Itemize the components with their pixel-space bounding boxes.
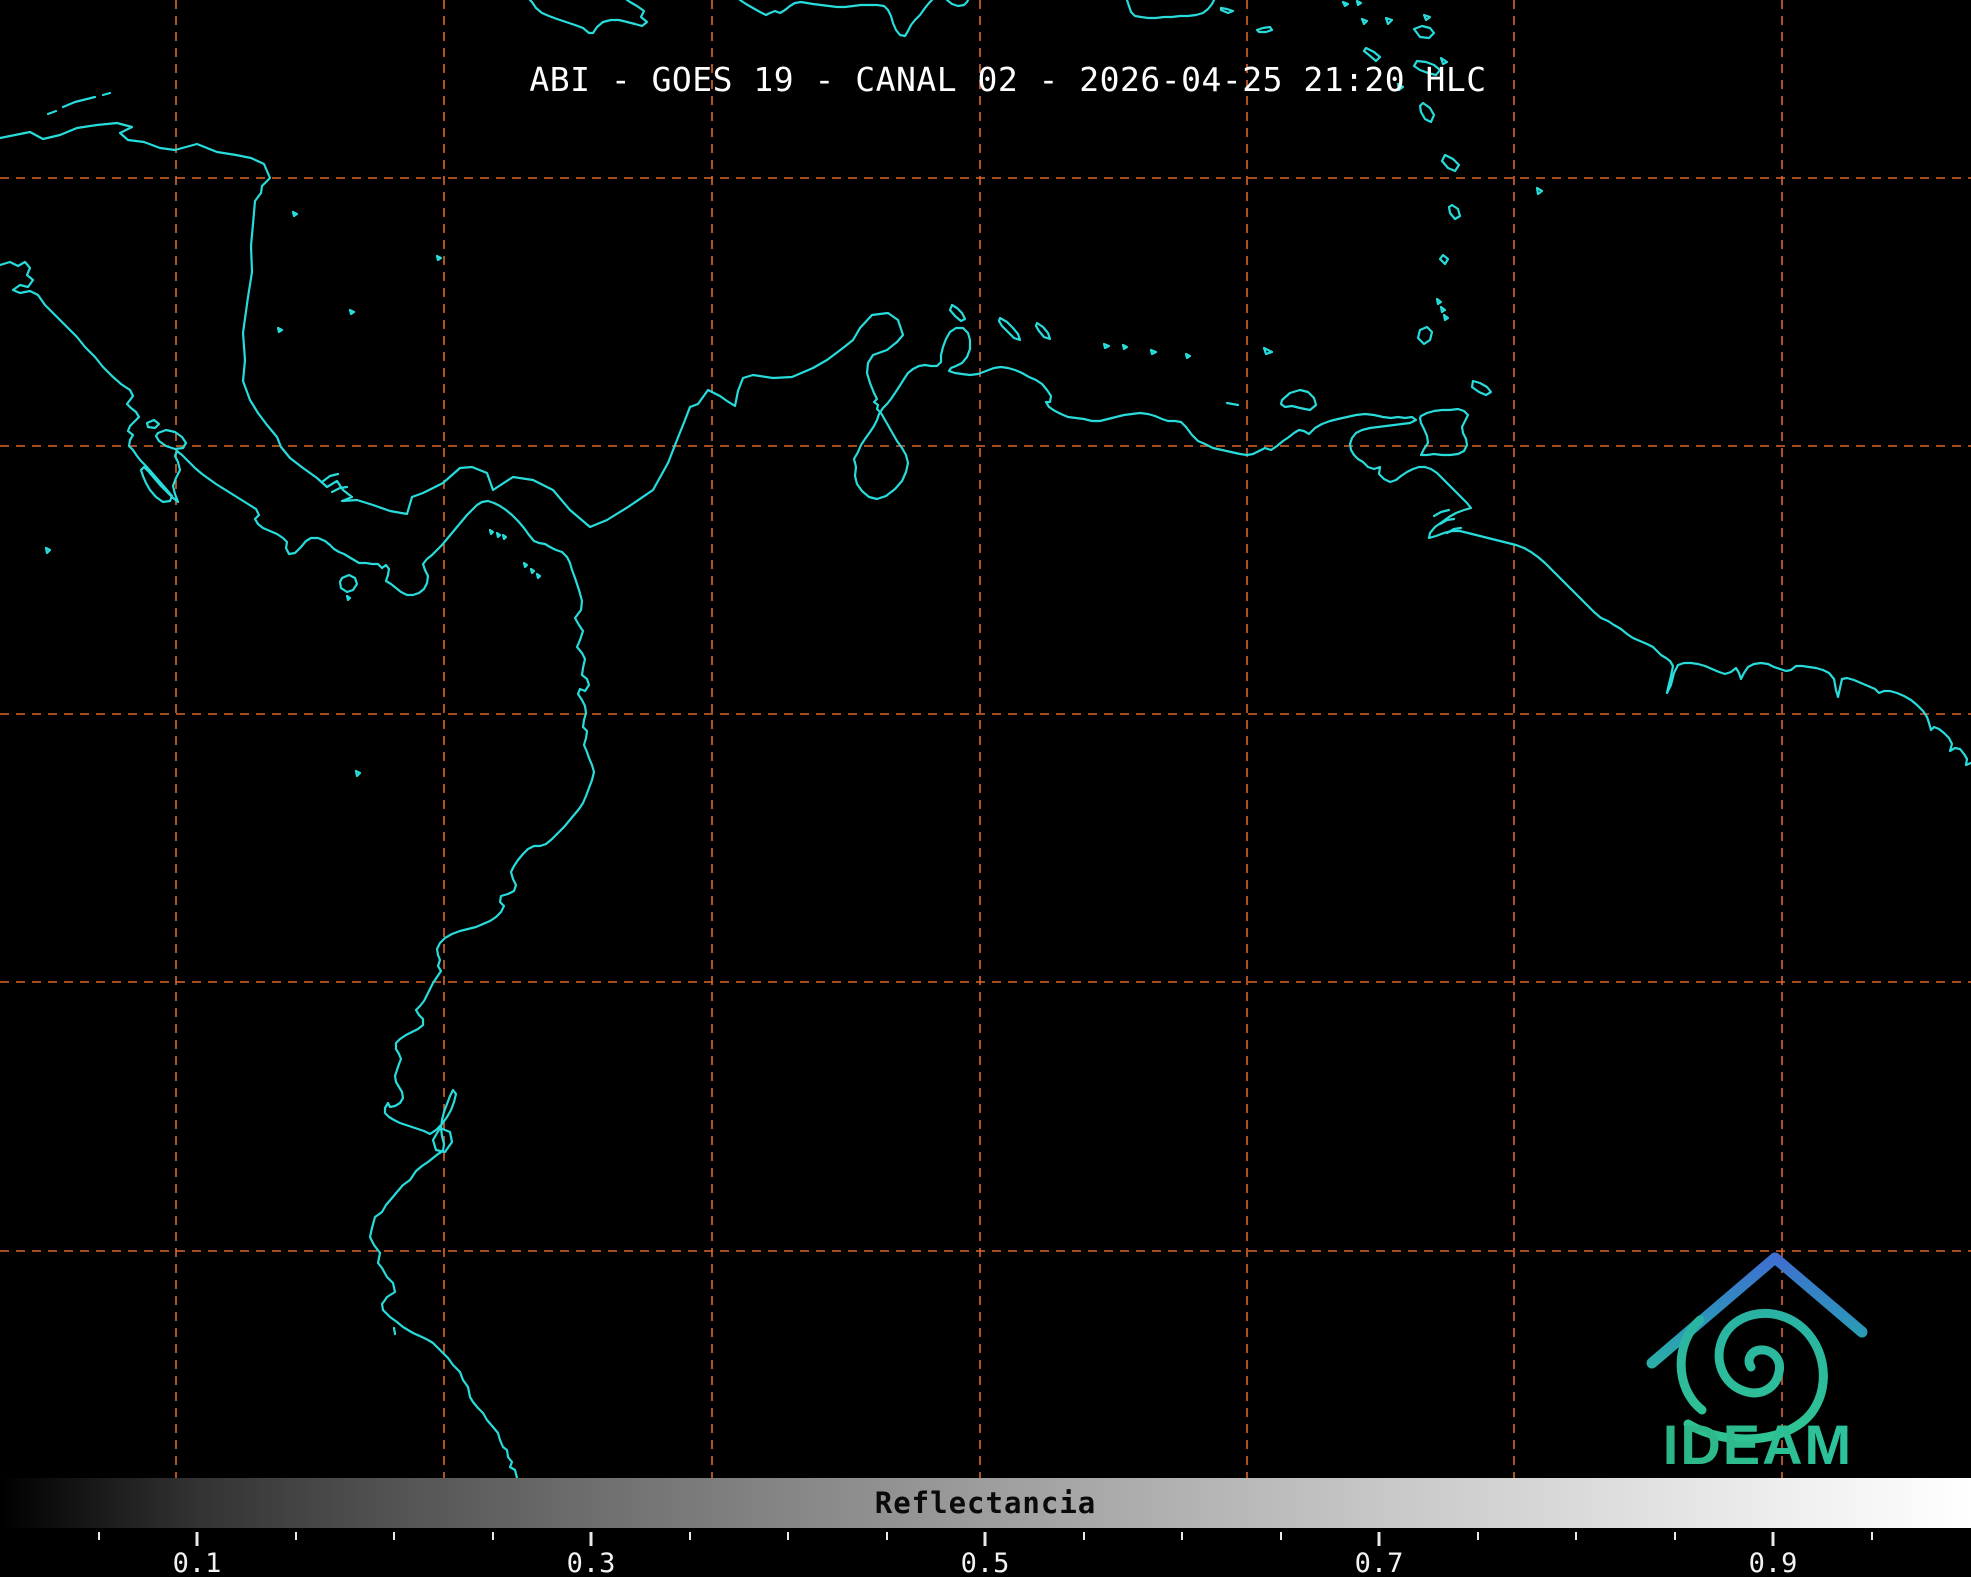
coast-curacao bbox=[997, 316, 1022, 342]
coast-margarita bbox=[1279, 388, 1318, 412]
colorbar-minor-tick bbox=[295, 1532, 297, 1540]
island-malpelo bbox=[354, 769, 362, 778]
colorbar-minor-tick bbox=[492, 1532, 494, 1540]
coast-tobago bbox=[1470, 379, 1493, 397]
colorbar-gradient: Reflectancia bbox=[0, 1478, 1971, 1532]
coast-lesser-antilles bbox=[1341, 0, 1544, 346]
coast-pacific-main bbox=[0, 260, 596, 1478]
coast-puerto-rico bbox=[1125, 0, 1216, 20]
coast-caribbean-main bbox=[0, 121, 1971, 767]
colorbar-minor-tick bbox=[1477, 1532, 1479, 1540]
colorbar-major-tick bbox=[589, 1532, 593, 1546]
hurricane-swirl-icon bbox=[1676, 1309, 1828, 1444]
colorbar-minor-tick bbox=[98, 1532, 100, 1540]
colorbar-tick-label: 0.1 bbox=[172, 1548, 222, 1577]
coastlines bbox=[0, 0, 1971, 1478]
ideam-logo: IDEAM bbox=[1646, 1252, 1868, 1476]
colorbar-tick-label: 0.7 bbox=[1354, 1548, 1404, 1577]
colorbar-label: Reflectancia bbox=[874, 1486, 1097, 1520]
graticule-gridlines bbox=[0, 0, 1971, 1478]
mountain-roof-icon bbox=[1646, 1252, 1868, 1369]
island-cocos bbox=[44, 546, 52, 555]
colorbar-minor-tick bbox=[689, 1532, 691, 1540]
colorbar-minor-tick bbox=[1575, 1532, 1577, 1540]
colorbar-minor-tick bbox=[1083, 1532, 1085, 1540]
map-title: ABI - GOES 19 - CANAL 02 - 2026-04-25 21… bbox=[529, 60, 1487, 99]
coast-aruba bbox=[948, 303, 967, 323]
coast-bonaire bbox=[1034, 321, 1052, 341]
colorbar-minor-tick bbox=[393, 1532, 395, 1540]
lake-nicaragua bbox=[154, 428, 188, 451]
colorbar-minor-tick bbox=[1871, 1532, 1873, 1540]
coast-trinidad bbox=[1418, 407, 1470, 457]
coast-hispaniola bbox=[738, 0, 934, 38]
satellite-map-canvas: IDEAM bbox=[0, 0, 1971, 1478]
colorbar-tick-label: 0.3 bbox=[566, 1548, 616, 1577]
ideam-logo-text: IDEAM bbox=[1663, 1413, 1853, 1476]
coast-jamaica bbox=[528, 0, 649, 35]
colorbar-major-tick bbox=[1771, 1532, 1775, 1546]
colorbar-tick-label: 0.5 bbox=[960, 1548, 1010, 1577]
island-puna bbox=[431, 1126, 454, 1154]
colorbar-minor-tick bbox=[1280, 1532, 1282, 1540]
colorbar-minor-tick bbox=[1674, 1532, 1676, 1540]
colorbar-major-tick bbox=[983, 1532, 987, 1546]
colorbar-major-tick bbox=[1377, 1532, 1381, 1546]
lake-managua bbox=[145, 418, 161, 430]
colorbar-minor-tick bbox=[1181, 1532, 1183, 1540]
colorbar-major-tick bbox=[195, 1532, 199, 1546]
colorbar-minor-tick bbox=[787, 1532, 789, 1540]
colorbar-minor-tick bbox=[886, 1532, 888, 1540]
colorbar-tick-label: 0.9 bbox=[1748, 1548, 1798, 1577]
